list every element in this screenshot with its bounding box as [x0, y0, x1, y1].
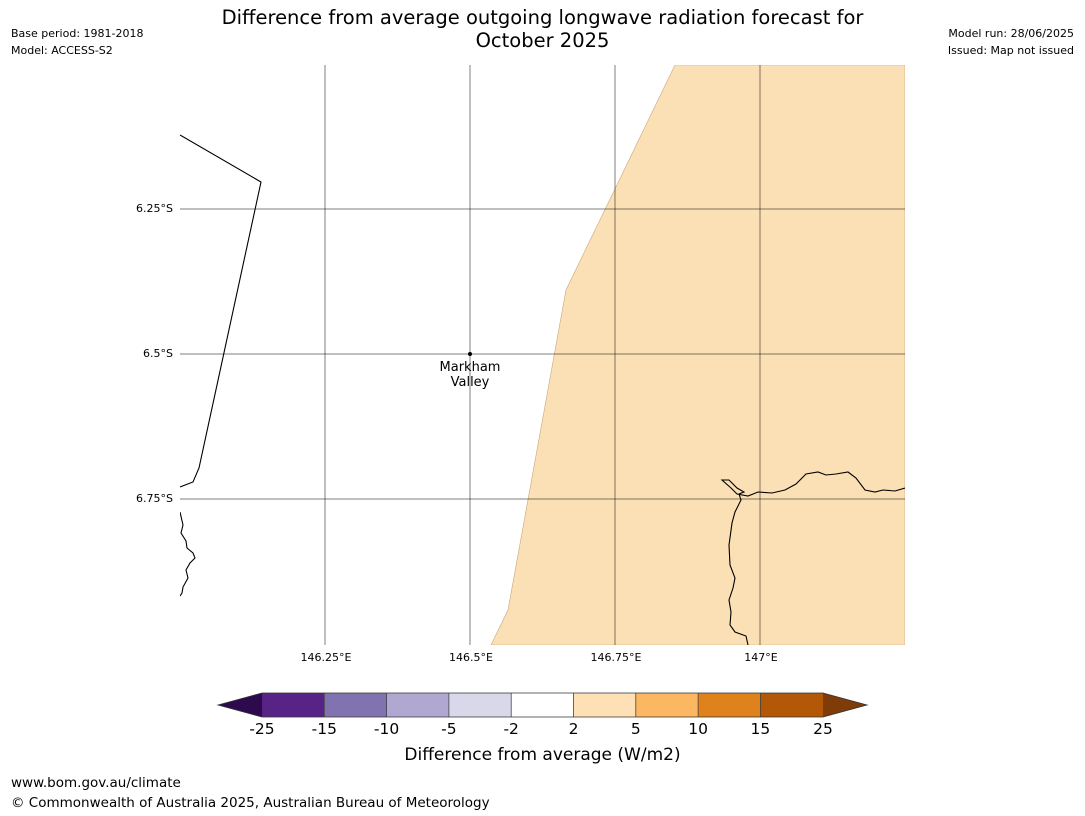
- gulf-coastline: [720, 471, 905, 645]
- colorbar: [216, 692, 869, 718]
- gridlines: [180, 65, 905, 645]
- footer-website-link[interactable]: www.bom.gov.au/climate: [11, 775, 181, 791]
- lat-label-6-75s: 6.75°S: [136, 492, 173, 505]
- colorbar-bin-7: [635, 693, 699, 717]
- border-line: [180, 134, 262, 488]
- colorbar-bin-1: [262, 693, 325, 717]
- coastlines: [180, 134, 905, 645]
- colorbar-bin-9: [760, 693, 823, 717]
- colorbar-bin-4: [448, 693, 512, 717]
- colorbar-tick-label: -5: [441, 720, 457, 738]
- colorbar-tick-label: 5: [630, 720, 641, 738]
- colorbar-bin-6: [573, 693, 636, 717]
- forecast-anomaly-region: [490, 65, 905, 645]
- model-run-text: Model run: 28/06/2025: [948, 27, 1074, 40]
- lon-label-146-75e: 146.75°E: [590, 651, 642, 664]
- map-title-line2: October 2025: [475, 29, 610, 52]
- colorbar-extend-max: [823, 693, 867, 717]
- colorbar-bin-5: [511, 693, 574, 717]
- map-title-line1: Difference from average outgoing longwav…: [221, 6, 864, 29]
- place-name-line1: Markham: [439, 360, 501, 375]
- colorbar-tick-label: 25: [813, 720, 833, 738]
- issued-text: Issued: Map not issued: [947, 44, 1074, 57]
- footer-copyright: © Commonwealth of Australia 2025, Austra…: [11, 795, 490, 811]
- colorbar-tick-label: 2: [568, 720, 579, 738]
- colorbar-tick-label: -10: [373, 720, 400, 738]
- place-label-markham-valley: Markham Valley: [410, 360, 530, 390]
- lat-label-6-5s: 6.5°S: [143, 347, 173, 360]
- map-title: Difference from average outgoing longwav…: [0, 6, 1085, 52]
- lat-label-6-25s: 6.25°S: [136, 202, 173, 215]
- colorbar-tick-label: -15: [311, 720, 337, 738]
- colorbar-extend-min: [218, 693, 262, 717]
- base-period-text: Base period: 1981-2018: [11, 27, 144, 40]
- colorbar-title: Difference from average (W/m2): [404, 745, 681, 765]
- colorbar-tick-label: 15: [750, 720, 771, 738]
- model-text: Model: ACCESS-S2: [11, 44, 113, 57]
- colorbar-tick-label: 10: [688, 720, 708, 738]
- colorbar-tick-label: -25: [249, 720, 275, 738]
- lon-label-147e: 147°E: [744, 651, 778, 664]
- colorbar-bin-3: [386, 693, 449, 717]
- colorbar-bin-8: [698, 693, 761, 717]
- lon-label-146-25e: 146.25°E: [300, 651, 352, 664]
- colorbar-outline: [216, 692, 869, 718]
- map-plot-area: [180, 65, 905, 645]
- colorbar-tick-label: -2: [503, 720, 519, 738]
- markham-valley-marker: [468, 352, 472, 356]
- lon-label-146-5e: 146.5°E: [449, 651, 493, 664]
- colorbar-bin-2: [324, 693, 387, 717]
- colorbar-dividers: [323, 693, 761, 717]
- place-name-line2: Valley: [450, 375, 490, 390]
- meta-right: Model run: 28/06/2025 Issued: Map not is…: [948, 25, 1074, 59]
- meta-left: Base period: 1981-2018 Model: ACCESS-S2: [11, 25, 143, 59]
- west-coastline: [180, 511, 196, 597]
